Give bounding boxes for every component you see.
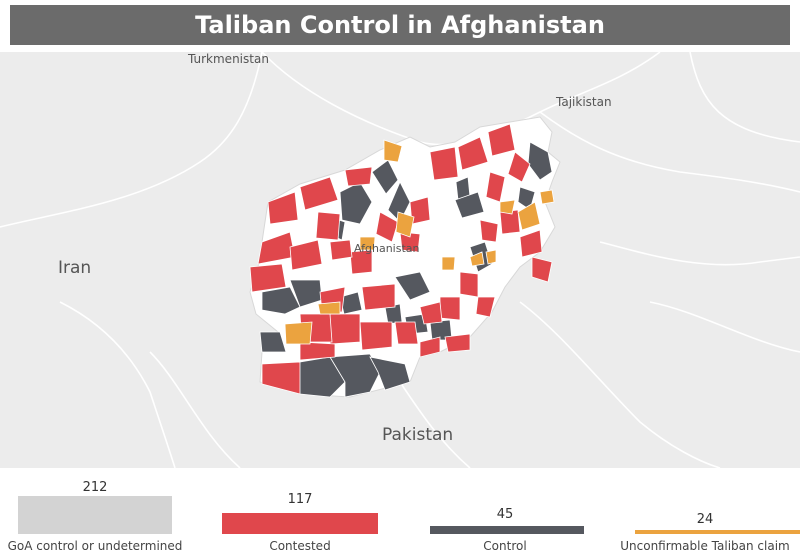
- label-iran: Iran: [58, 258, 92, 278]
- contested-districts[interactable]: [249, 123, 553, 395]
- bar-value-unconfirmable: 24: [696, 512, 714, 527]
- bar-block-control[interactable]: 45 Control: [400, 470, 610, 557]
- legend-bar-chart: 212 GoA control or undetermined 117 Cont…: [0, 470, 800, 557]
- map[interactable]: Turkmenistan Tajikistan Afghanistan Iran…: [0, 52, 800, 468]
- country-borders: [0, 52, 800, 468]
- title-bar: Taliban Control in Afghanistan: [0, 0, 800, 52]
- bar-value-goa: 212: [82, 480, 108, 495]
- bar-block-goa[interactable]: 212 GoA control or undetermined: [0, 470, 200, 557]
- bar-value-contested: 117: [287, 492, 313, 507]
- bar-label-goa: GoA control or undetermined: [7, 539, 183, 553]
- bar-label-contested: Contested: [269, 539, 331, 553]
- control-districts[interactable]: [259, 141, 553, 398]
- map-canvas[interactable]: [0, 52, 800, 468]
- bar-control: [430, 526, 584, 534]
- label-pakistan: Pakistan: [382, 425, 454, 445]
- bar-label-unconfirmable: Unconfirmable Taliban claim: [620, 539, 790, 553]
- label-tajikistan: Tajikistan: [556, 95, 612, 109]
- bar-goa: [18, 496, 172, 534]
- bar-value-control: 45: [496, 507, 514, 522]
- page-title: Taliban Control in Afghanistan: [10, 5, 790, 45]
- bar-unconfirmable: [635, 530, 800, 534]
- bar-label-control: Control: [483, 539, 527, 553]
- bar-block-contested[interactable]: 117 Contested: [200, 470, 400, 557]
- label-afghanistan: Afghanistan: [354, 242, 420, 255]
- unconfirmable-districts[interactable]: [284, 139, 555, 345]
- bar-block-unconfirmable[interactable]: 24 Unconfirmable Taliban claim: [610, 470, 800, 557]
- bar-contested: [222, 513, 378, 534]
- label-turkmenistan: Turkmenistan: [188, 52, 269, 66]
